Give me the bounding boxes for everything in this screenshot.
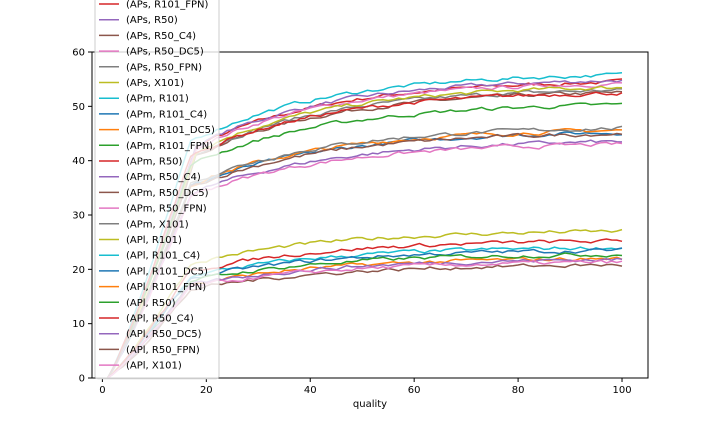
- legend-entry: (APl, R101_DC5): [126, 266, 208, 277]
- legend-entry: (APm, R50_FPN): [126, 204, 207, 215]
- legend-entry: (APl, R101): [126, 235, 182, 246]
- y-tick-label: 50: [72, 102, 85, 113]
- x-axis-ticks: 0 20 40 60 80 100: [99, 378, 632, 396]
- legend-entry: (APm, X101): [126, 219, 189, 230]
- x-tick-label: 60: [408, 385, 421, 396]
- legend-entry: (APm, R101_DC5): [126, 125, 215, 136]
- legend-entry: (APs, R50): [126, 15, 178, 26]
- legend-entry: (APl, R101_C4): [126, 251, 200, 262]
- x-tick-label: 80: [512, 385, 525, 396]
- legend-entry: (APs, R50_DC5): [126, 47, 204, 58]
- x-tick-label: 100: [612, 385, 631, 396]
- legend-entry: (APm, R50_C4): [126, 172, 201, 183]
- x-tick-label: 0: [99, 385, 105, 396]
- x-tick-label: 20: [200, 385, 213, 396]
- y-tick-label: 40: [72, 156, 85, 167]
- legend-entry: (APs, R50_FPN): [126, 62, 202, 73]
- legend-entry: (APl, X101): [126, 361, 182, 372]
- y-axis-ticks: 0 10 20 30 40 50 60: [72, 48, 92, 385]
- y-tick-label: 10: [72, 319, 85, 330]
- legend-entry: (APm, R50_DC5): [126, 188, 209, 199]
- legend-entry: (APl, R50): [126, 298, 176, 309]
- x-axis-label: quality: [353, 399, 387, 410]
- y-tick-label: 60: [72, 48, 85, 59]
- legend-entry: (APl, R50_DC5): [126, 329, 202, 340]
- legend-entry: (APm, R101): [126, 94, 189, 105]
- legend: (APs, R101_FPN) (APs, R50) (APs, R50_C4) (A…: [94, 0, 220, 380]
- legend-entry: (APs, R50_C4): [126, 31, 196, 42]
- y-tick-label: 0: [79, 374, 85, 385]
- legend-box: [94, 0, 220, 380]
- legend-entry: (APl, R50_C4): [126, 314, 194, 325]
- legend-entry: (APm, R50): [126, 157, 183, 168]
- legend-entry: (APm, R101_FPN): [126, 141, 213, 152]
- y-tick-label: 20: [72, 265, 85, 276]
- legend-entry: (APs, X101): [126, 78, 184, 89]
- y-tick-label: 30: [72, 211, 85, 222]
- legend-entry: (APl, R101_FPN): [126, 282, 206, 293]
- x-tick-label: 40: [304, 385, 317, 396]
- legend-entry: (APs, R101_FPN): [126, 0, 208, 11]
- legend-entry: (APm, R101_C4): [126, 109, 207, 120]
- legend-entry: (APl, R50_FPN): [126, 345, 200, 356]
